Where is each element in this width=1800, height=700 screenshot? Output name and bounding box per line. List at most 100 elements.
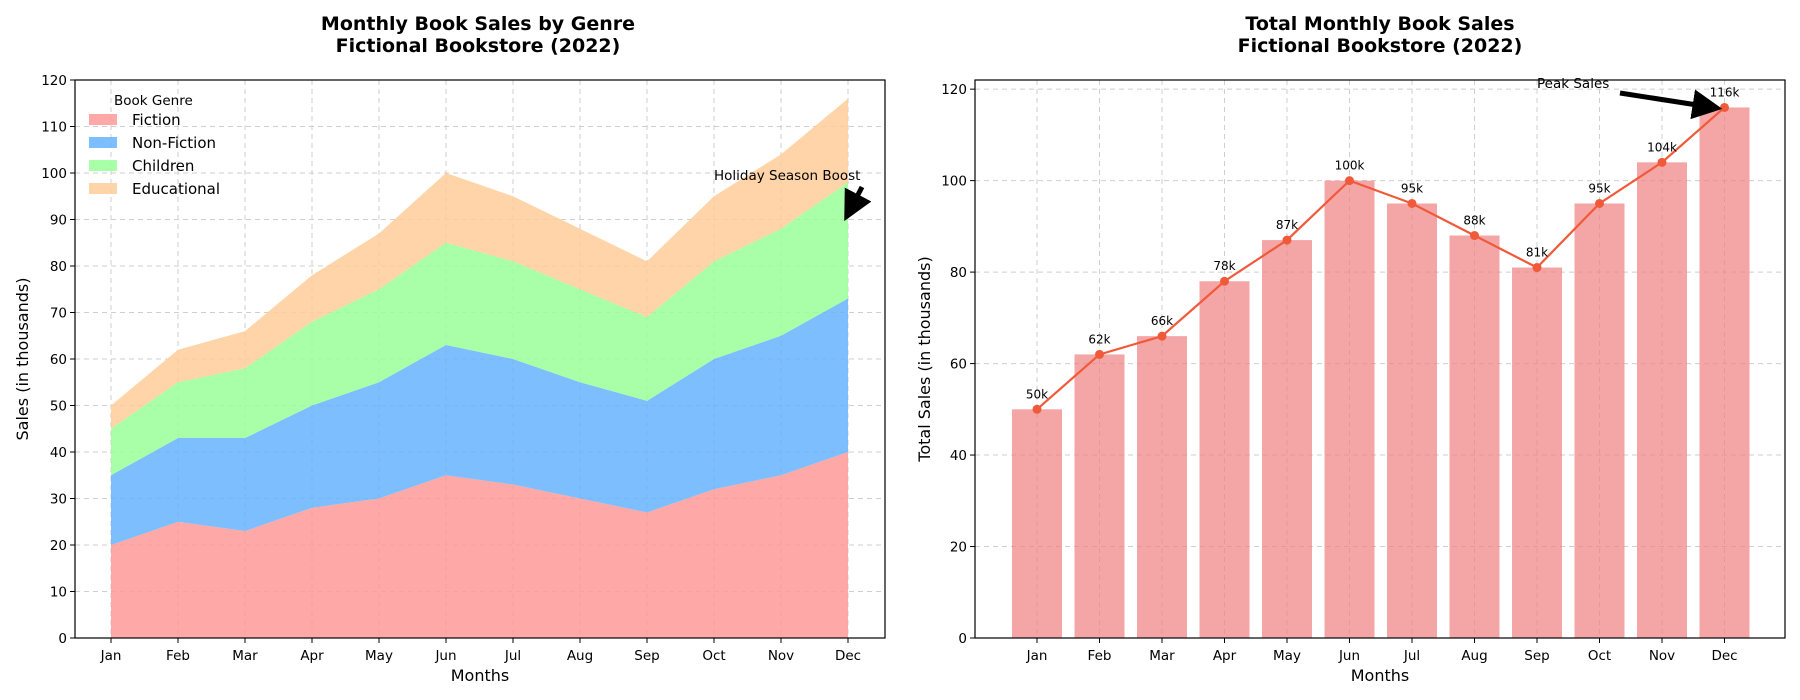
data-label-jan: 50k (1026, 387, 1048, 401)
holiday-season-annotation: Holiday Season Boost (714, 168, 860, 184)
left-ytick-label-0: 0 (58, 631, 67, 647)
bar-nov (1637, 162, 1687, 638)
data-label-jul: 95k (1401, 181, 1423, 195)
right-ytick-label-100: 100 (941, 174, 967, 190)
area-children (111, 182, 848, 476)
left-xtick-label-jan: Jan (100, 648, 122, 664)
left-ytick-label-110: 110 (41, 120, 67, 136)
right-xtick-label-jun: Jun (1338, 648, 1360, 664)
legend-swatch-educational (89, 183, 117, 194)
left-chart-y-ticks: 0 10 20 30 40 50 60 70 80 90 100 110 120 (41, 73, 75, 647)
right-xtick-label-jul: Jul (1403, 648, 1420, 664)
right-chart-title: Total Monthly Book Sales (1245, 13, 1514, 35)
right-xtick-label-may: May (1273, 648, 1301, 664)
left-ytick-label-120: 120 (41, 73, 67, 89)
right-ytick-label-120: 120 (941, 82, 967, 98)
right-chart-y-ticks: 0 20 40 60 80 100 120 (941, 82, 975, 647)
right-xtick-label-feb: Feb (1088, 648, 1112, 664)
data-label-nov: 104k (1647, 140, 1677, 154)
left-xtick-label-dec: Dec (835, 648, 861, 664)
line-point-mar (1157, 331, 1167, 341)
peak-sales-arrow (1619, 89, 1723, 120)
peak-sales-annotation: Peak Sales (1537, 76, 1609, 92)
line-point-may (1282, 235, 1292, 245)
line-point-aug (1470, 231, 1479, 241)
left-xtick-label-oct: Oct (702, 648, 725, 664)
left-xtick-label-mar: Mar (232, 648, 258, 664)
line-point-feb (1095, 349, 1104, 359)
line-point-apr (1220, 276, 1229, 286)
total-sales-line (1036, 106, 1726, 411)
right-chart-x-axis-label: Months (1351, 666, 1409, 685)
left-ytick-label-50: 50 (50, 399, 67, 415)
data-label-mar: 66k (1151, 314, 1173, 328)
right-ytick-label-60: 60 (950, 357, 967, 373)
right-chart-subtitle: Fictional Bookstore (2022) (1238, 35, 1523, 57)
line-point-dec (1720, 102, 1729, 112)
left-ytick-label-70: 70 (50, 306, 67, 322)
area-non-fiction (111, 298, 848, 545)
bar-aug (1449, 235, 1500, 639)
bar-jan (1012, 409, 1062, 638)
line-point-oct (1595, 198, 1604, 208)
left-chart-legend: Book Genre Fiction Non-Fiction Children … (89, 93, 220, 198)
right-ytick-label-20: 20 (950, 540, 967, 556)
left-chart-x-ticks: Jan Feb Mar Apr May Jun Jul Aug Sep Oct Nov Dec (100, 638, 861, 664)
legend-swatch-children (89, 160, 117, 171)
bar-dec (1699, 107, 1750, 638)
right-chart-y-axis-label: Total Sales (in thousands) (915, 256, 934, 462)
line-point-nov (1657, 157, 1667, 167)
left-xtick-label-jul: Jul (504, 648, 521, 664)
data-label-apr: 78k (1213, 259, 1235, 273)
legend-swatch-fiction (89, 114, 117, 125)
left-xtick-label-sep: Sep (634, 648, 659, 664)
data-label-jun: 100k (1335, 159, 1365, 173)
left-xtick-label-feb: Feb (166, 648, 190, 664)
line-point-jul (1407, 198, 1417, 208)
line-point-jun (1345, 176, 1354, 186)
right-ytick-label-40: 40 (950, 448, 967, 464)
bar-feb (1074, 354, 1125, 638)
data-label-aug: 88k (1463, 214, 1485, 228)
data-label-sep: 81k (1526, 246, 1548, 260)
left-xtick-label-jun: Jun (434, 648, 456, 664)
left-ytick-label-10: 10 (50, 585, 67, 601)
bar-may (1262, 240, 1312, 638)
left-chart-areas (111, 98, 848, 638)
left-chart-subtitle: Fictional Bookstore (2022) (336, 35, 621, 57)
legend-swatch-non-fiction (89, 137, 117, 148)
right-xtick-label-dec: Dec (1711, 648, 1737, 664)
left-chart-y-axis-label: Sales (in thousands) (13, 278, 32, 441)
right-xtick-label-oct: Oct (1588, 648, 1611, 664)
left-ytick-label-80: 80 (50, 259, 67, 275)
bar-jun (1324, 180, 1375, 638)
bar-mar (1137, 336, 1187, 638)
line-point-sep (1532, 263, 1542, 273)
data-label-feb: 62k (1088, 332, 1110, 346)
left-ytick-label-40: 40 (50, 445, 67, 461)
legend-label-fiction: Fiction (132, 111, 181, 129)
left-ytick-label-20: 20 (50, 538, 67, 554)
data-label-dec: 116k (1710, 85, 1740, 99)
right-xtick-label-sep: Sep (1524, 648, 1549, 664)
left-xtick-label-nov: Nov (768, 648, 794, 664)
legend-label-educational: Educational (132, 180, 220, 198)
bar-jul (1387, 203, 1437, 638)
right-chart-frame (974, 79, 1786, 639)
bar-sep (1512, 267, 1562, 638)
left-chart-title: Monthly Book Sales by Genre (321, 13, 635, 35)
right-xtick-label-jan: Jan (1026, 648, 1048, 664)
holiday-season-arrow (844, 185, 872, 222)
data-label-may: 87k (1276, 218, 1298, 232)
legend-label-children: Children (132, 157, 194, 175)
right-ytick-label-0: 0 (958, 631, 967, 647)
right-ytick-label-80: 80 (950, 265, 967, 281)
left-xtick-label-may: May (365, 648, 393, 664)
right-chart-data-labels: 50k 62k 66k 78k 87k 100k 95k 88k 81k 95k 104k 116k (1026, 85, 1740, 401)
line-point-jan (1032, 404, 1042, 414)
left-ytick-label-60: 60 (50, 352, 67, 368)
area-fiction (111, 452, 848, 638)
legend-label-non-fiction: Non-Fiction (132, 134, 216, 152)
